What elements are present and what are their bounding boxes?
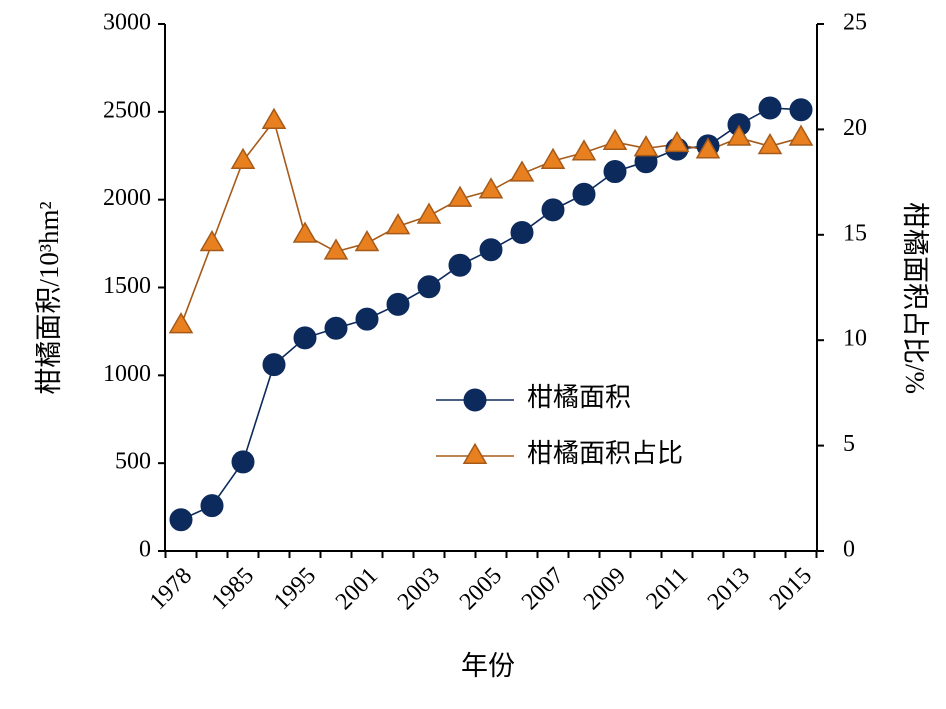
y-left-tick-label: 500 — [115, 449, 151, 475]
y-left-tick-label: 2500 — [103, 97, 151, 123]
series-1-point — [261, 107, 287, 129]
series-0-point — [510, 221, 534, 245]
series-1-point — [199, 229, 225, 252]
series-1-point — [788, 124, 814, 146]
series-1-point — [633, 135, 659, 157]
series-0-point — [231, 450, 255, 474]
series-1-point — [540, 147, 566, 169]
series-1-point — [385, 213, 411, 235]
x-tick-label: 2003 — [393, 563, 445, 615]
x-tick-label: 2015 — [765, 563, 817, 615]
x-tick-label: 2005 — [455, 563, 507, 615]
series-1-point — [416, 202, 442, 224]
series-1-point — [230, 147, 256, 169]
series-1-point — [726, 124, 752, 146]
series-0-point — [789, 98, 813, 122]
series-1-point — [757, 132, 783, 155]
series-1-point — [447, 185, 473, 207]
y-right-tick-label: 20 — [843, 115, 867, 141]
series-0-point — [262, 353, 286, 377]
series-line-0 — [180, 107, 802, 521]
legend-label-1: 柑橘面积占比 — [527, 439, 683, 468]
legend-label-0: 柑橘面积 — [527, 383, 631, 412]
y-right-tick-label: 5 — [843, 431, 855, 457]
legend-marker-1 — [462, 442, 488, 464]
x-tick-label: 1985 — [207, 563, 259, 615]
y-left-tick-label: 1000 — [103, 361, 151, 387]
y-left-tick-label: 0 — [139, 537, 151, 563]
series-0-point — [386, 292, 410, 316]
series-1-point — [168, 312, 194, 334]
x-tick-label: 2001 — [331, 563, 383, 615]
series-markers — [168, 96, 814, 532]
series-0-point — [324, 316, 348, 340]
series-1-point — [509, 160, 535, 182]
series-1-point — [664, 130, 690, 153]
y-axis-right-label: 柑橘面积占比/% — [900, 202, 930, 394]
series-0-point — [355, 307, 379, 331]
y-left-tick-label: 1500 — [103, 273, 151, 299]
y-right-tick-label: 25 — [843, 10, 867, 36]
x-tick-label: 2009 — [579, 563, 631, 615]
y-right-tick-label: 0 — [843, 537, 855, 563]
series-lines — [180, 107, 802, 521]
x-axis-label: 年份 — [461, 651, 515, 681]
series-0-point — [448, 253, 472, 277]
series-0-point — [293, 326, 317, 350]
series-1-point — [323, 238, 349, 260]
x-tick-label: 2007 — [517, 563, 569, 615]
x-tick-label: 2013 — [703, 563, 755, 615]
series-1-point — [354, 229, 380, 252]
series-1-point — [602, 128, 628, 151]
series-0-point — [603, 160, 627, 184]
series-0-point — [541, 198, 565, 222]
x-tick-label: 1978 — [145, 563, 197, 615]
series-0-point — [758, 96, 782, 120]
series-1-point — [695, 137, 721, 159]
series-0-point — [417, 275, 441, 299]
y-axis-left-label: 柑橘面积/10³hm² — [34, 201, 64, 394]
y-left-tick-label: 3000 — [103, 10, 151, 36]
series-1-point — [292, 221, 318, 243]
y-right-tick-label: 10 — [843, 326, 867, 352]
x-tick-label: 1995 — [269, 563, 321, 615]
series-0-point — [572, 182, 596, 206]
y-right-tick-label: 15 — [843, 220, 867, 246]
axes — [158, 23, 824, 558]
series-1-point — [478, 177, 504, 199]
series-0-point — [479, 238, 503, 262]
series-1-point — [571, 139, 597, 161]
y-left-tick-label: 2000 — [103, 185, 151, 211]
x-tick-label: 2011 — [641, 563, 693, 615]
legend-marker-0 — [463, 388, 487, 412]
series-0-point — [169, 508, 193, 532]
series-0-point — [200, 494, 224, 518]
